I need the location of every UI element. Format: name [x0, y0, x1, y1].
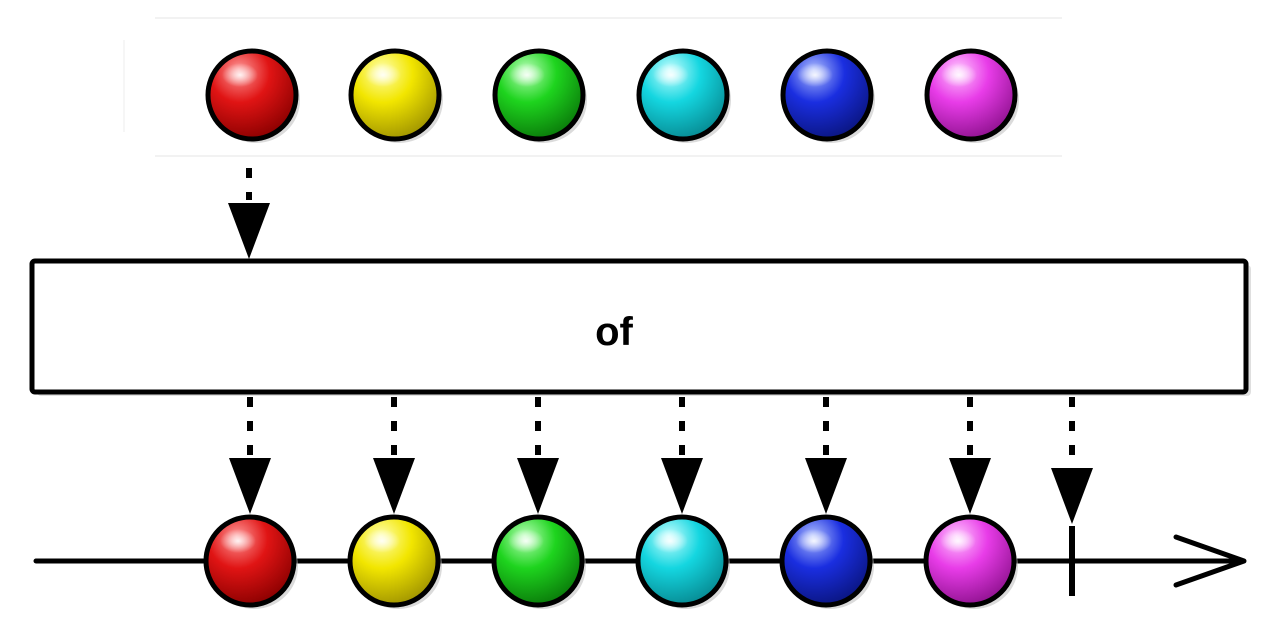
output-arrow-blue-head	[805, 458, 847, 514]
output-arrow-cyan-head	[661, 458, 703, 514]
input-frame	[123, 17, 1062, 157]
output-marble-blue	[779, 514, 874, 609]
input-marble-green-body	[492, 48, 586, 142]
input-marble-blue	[780, 48, 875, 143]
input-marble-magenta-highlight	[941, 63, 977, 87]
output-marble-yellow-highlight	[364, 529, 400, 553]
input-marble-yellow	[348, 48, 443, 143]
output-marble-green	[491, 514, 586, 609]
output-marble-green-highlight	[508, 529, 544, 553]
output-marble-yellow-body	[347, 514, 441, 608]
input-marble-red-body	[205, 48, 299, 142]
output-arrows	[229, 397, 991, 514]
input-marble-yellow-body	[348, 48, 442, 142]
output-marble-cyan-body	[635, 514, 729, 608]
input-marble-green-highlight	[509, 63, 545, 87]
output-marble-red-highlight	[220, 529, 256, 553]
input-arrow-first	[228, 168, 270, 259]
output-marble-yellow	[347, 514, 442, 609]
input-arrow	[228, 168, 270, 259]
output-marble-cyan	[635, 514, 730, 609]
operator-box	[29, 258, 1249, 395]
completion-marker	[1051, 397, 1093, 596]
output-arrow-red-head	[229, 458, 271, 514]
output-marble-green-body	[491, 514, 585, 608]
input-marble-yellow-highlight	[365, 63, 401, 87]
input-marble-cyan-highlight	[653, 63, 689, 87]
output-marble-magenta-highlight	[940, 529, 976, 553]
input-marble-cyan-body	[636, 48, 730, 142]
operator-box-group: of	[29, 258, 1251, 396]
output-marble-red	[203, 514, 298, 609]
output-arrow-red	[229, 397, 271, 514]
output-marble-blue-body	[779, 514, 873, 608]
output-marble-red-body	[203, 514, 297, 608]
output-arrow-green	[517, 397, 559, 514]
input-marble-blue-highlight	[797, 63, 833, 87]
input-marble-magenta-body	[924, 48, 1018, 142]
output-marble-magenta	[923, 514, 1018, 609]
output-arrow-magenta	[949, 397, 991, 514]
input-marble-green	[492, 48, 587, 143]
output-arrow-yellow-head	[373, 458, 415, 514]
input-marble-cyan	[636, 48, 731, 143]
input-arrow-first-head	[228, 203, 270, 259]
completion-arrow	[1051, 397, 1093, 524]
input-marble-magenta	[924, 48, 1019, 143]
input-marble-red-highlight	[222, 63, 258, 87]
output-marbles	[203, 514, 1018, 609]
output-marble-blue-highlight	[796, 529, 832, 553]
output-arrow-blue	[805, 397, 847, 514]
input-marble-red	[205, 48, 300, 143]
output-marble-cyan-highlight	[652, 529, 688, 553]
input-marble-blue-body	[780, 48, 874, 142]
input-marbles	[205, 48, 1019, 143]
output-arrow-green-head	[517, 458, 559, 514]
output-arrow-yellow	[373, 397, 415, 514]
completion-arrow-head	[1051, 468, 1093, 524]
timeline-arrowhead	[1173, 534, 1247, 588]
output-arrow-cyan	[661, 397, 703, 514]
output-arrow-magenta-head	[949, 458, 991, 514]
output-marble-magenta-body	[923, 514, 1017, 608]
operator-label: of	[595, 310, 633, 354]
